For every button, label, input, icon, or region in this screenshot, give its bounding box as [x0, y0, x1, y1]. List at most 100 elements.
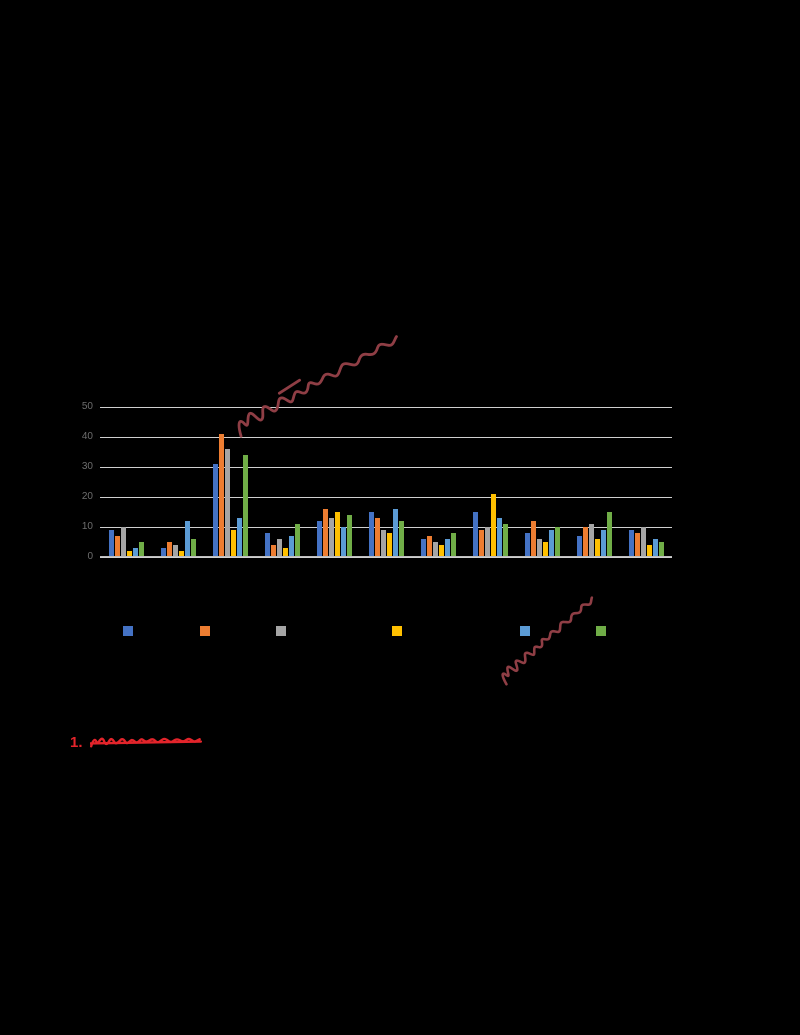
gridline	[100, 497, 672, 498]
bar	[432, 542, 438, 557]
bar	[652, 539, 658, 557]
handwriting-scribble-icon	[228, 327, 412, 446]
bar	[420, 539, 426, 557]
bar	[120, 527, 126, 557]
bar	[536, 539, 542, 557]
legend-swatch	[276, 626, 286, 636]
bar	[322, 509, 328, 557]
bar	[554, 527, 560, 557]
bar	[236, 518, 242, 557]
bar	[294, 524, 300, 557]
bar-group	[204, 407, 256, 557]
legend-swatch	[520, 626, 530, 636]
bar	[374, 518, 380, 557]
bar	[484, 527, 490, 557]
bar	[160, 548, 166, 557]
bar	[114, 536, 120, 557]
bar-group	[360, 407, 412, 557]
bar	[576, 536, 582, 557]
bar	[530, 521, 536, 557]
bar	[496, 518, 502, 557]
note-number: 1.	[70, 734, 83, 751]
bar	[242, 455, 248, 557]
y-axis-tick-label: 0	[87, 551, 93, 562]
bar-group	[100, 407, 152, 557]
bar	[230, 530, 236, 557]
bar	[190, 539, 196, 557]
bar	[634, 533, 640, 557]
bar	[588, 524, 594, 557]
y-axis-tick-label: 20	[81, 491, 93, 502]
bar	[542, 542, 548, 557]
bar	[334, 512, 340, 557]
bar	[594, 539, 600, 557]
bar	[276, 539, 282, 557]
bar	[264, 533, 270, 557]
bar	[386, 533, 392, 557]
x-axis-line	[100, 556, 672, 557]
bar-group	[620, 407, 672, 557]
handwritten-annotation-top	[228, 327, 412, 446]
gridline	[100, 467, 672, 468]
bar	[548, 530, 554, 557]
bar-group	[152, 407, 204, 557]
bar-group	[464, 407, 516, 557]
bar	[444, 539, 450, 557]
bar	[270, 545, 276, 557]
gridline	[100, 527, 672, 528]
bar	[450, 533, 456, 557]
bar	[478, 530, 484, 557]
handwriting-scribble-icon	[90, 735, 202, 751]
bar	[138, 542, 144, 557]
chart-legend	[0, 626, 800, 638]
bar	[178, 551, 184, 557]
bar	[490, 494, 496, 557]
y-axis-tick-label: 30	[81, 461, 93, 472]
bar	[438, 545, 444, 557]
bar	[132, 548, 138, 557]
bar	[172, 545, 178, 557]
bar	[606, 512, 612, 557]
bar	[380, 530, 386, 557]
bar	[126, 551, 132, 557]
bar	[184, 521, 190, 557]
bar	[316, 521, 322, 557]
handwriting-scribble-icon	[494, 591, 606, 691]
bar	[166, 542, 172, 557]
y-axis-tick-label: 40	[81, 431, 93, 442]
bar	[328, 518, 334, 557]
handwritten-annotation-bottom	[494, 591, 606, 691]
bar-group	[256, 407, 308, 557]
bar-group	[516, 407, 568, 557]
bar	[368, 512, 374, 557]
legend-swatch	[392, 626, 402, 636]
bar	[582, 527, 588, 557]
plot-area: 0 10 20 30 40 50	[82, 402, 672, 562]
legend-swatch	[200, 626, 210, 636]
gridline	[100, 407, 672, 408]
legend-swatch	[123, 626, 133, 636]
bar	[346, 515, 352, 557]
numbered-red-note: 1.	[70, 734, 202, 751]
bar	[502, 524, 508, 557]
bar	[108, 530, 114, 557]
bar	[282, 548, 288, 557]
bar	[398, 521, 404, 557]
bar-group	[412, 407, 464, 557]
bar	[600, 530, 606, 557]
bar	[628, 530, 634, 557]
gridline	[100, 557, 672, 558]
bar	[426, 536, 432, 557]
bar	[640, 527, 646, 557]
bar	[392, 509, 398, 557]
gridline	[100, 437, 672, 438]
bar-groups	[100, 407, 672, 557]
bar	[646, 545, 652, 557]
y-axis-tick-label: 10	[81, 521, 93, 532]
bar-group	[308, 407, 360, 557]
bar	[218, 434, 224, 557]
bar	[472, 512, 478, 557]
legend-swatch	[596, 626, 606, 636]
bar-group	[568, 407, 620, 557]
